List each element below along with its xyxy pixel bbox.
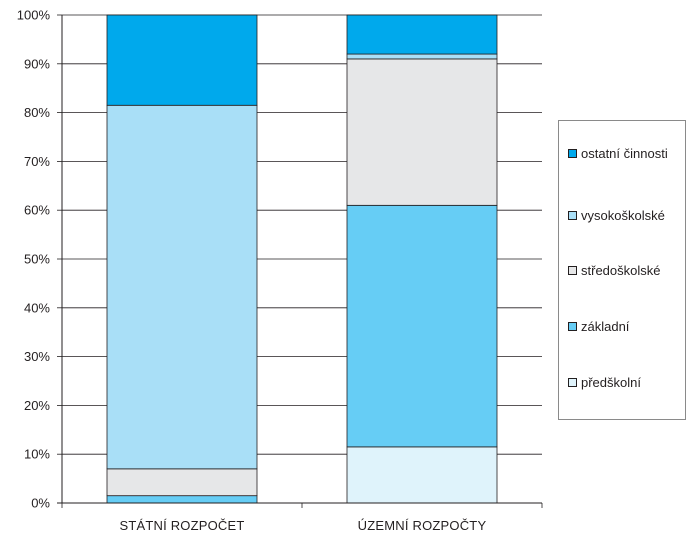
- legend-swatch: [568, 266, 577, 275]
- legend-item: předškolní: [568, 375, 641, 390]
- legend-swatch: [568, 322, 577, 331]
- legend-item: základní: [568, 319, 629, 334]
- bar-segment-předškolní: [346, 446, 498, 504]
- y-tick-label: 80%: [24, 105, 50, 120]
- y-tick-label: 10%: [24, 447, 50, 462]
- y-axis-tick-labels: 0% 10% 20% 30% 40% 50% 60% 70% 80% 90% 100%: [17, 8, 51, 511]
- y-tick-label: 100%: [17, 8, 51, 23]
- bar-segment-základní: [346, 204, 498, 448]
- x-category-label: STÁTNÍ ROZPOČET: [119, 518, 244, 533]
- bar-segment-vysokoškolské: [106, 104, 258, 470]
- legend-label: základní: [581, 319, 630, 334]
- legend-item: vysokoškolské: [568, 208, 665, 223]
- bar-segment-vysokoškolské: [346, 53, 498, 60]
- y-tick-label: 0%: [31, 496, 50, 511]
- legend-item: ostatní činnosti: [568, 146, 668, 161]
- y-tick-label: 70%: [24, 154, 50, 169]
- y-tick-label: 90%: [24, 56, 50, 71]
- y-tick-label: 60%: [24, 203, 50, 218]
- bar-segment-ostatní-činnosti: [106, 14, 258, 106]
- y-tick-label: 30%: [24, 349, 50, 364]
- bar-segment-ostatní-činnosti: [346, 14, 498, 55]
- x-category-label: ÚZEMNÍ ROZPOČTY: [358, 518, 487, 533]
- legend-swatch: [568, 378, 577, 387]
- y-tick-label: 50%: [24, 252, 50, 267]
- legend-label: předškolní: [581, 375, 641, 390]
- legend-swatch: [568, 211, 577, 220]
- legend-swatch: [568, 149, 577, 158]
- legend-label: středoškolské: [581, 263, 661, 278]
- bar-segment-středoškolské: [106, 468, 258, 497]
- bar-segment-středoškolské: [346, 58, 498, 206]
- legend-label: ostatní činnosti: [581, 146, 668, 161]
- legend-item: středoškolské: [568, 263, 660, 278]
- legend: ostatní činnosti vysokoškolské středoškols…: [558, 120, 686, 420]
- y-tick-label: 20%: [24, 398, 50, 413]
- bar-segments: [106, 14, 498, 504]
- y-tick-label: 40%: [24, 300, 50, 315]
- x-axis-category-labels: STÁTNÍ ROZPOČET ÚZEMNÍ ROZPOČTY: [119, 518, 486, 533]
- legend-label: vysokoškolské: [581, 208, 665, 223]
- bar-segment-základní: [106, 495, 258, 504]
- axes: [57, 14, 543, 508]
